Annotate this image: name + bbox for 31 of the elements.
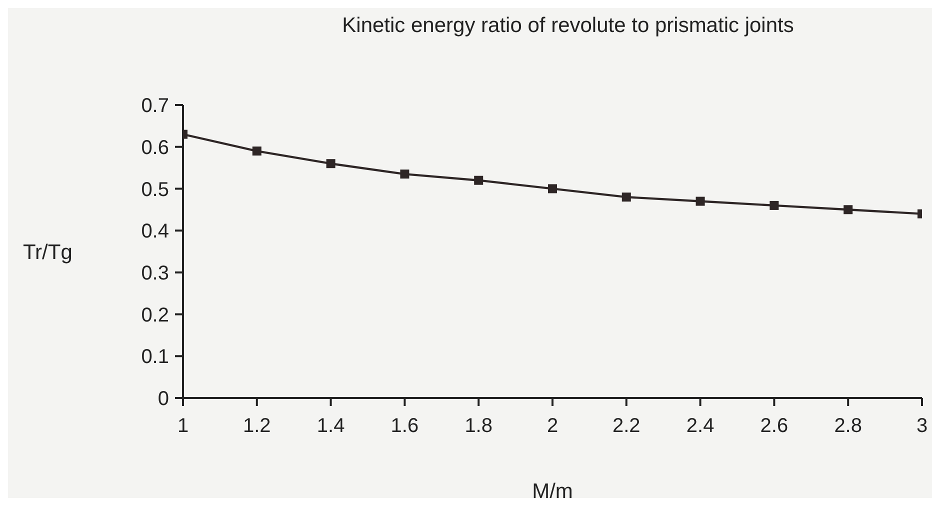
point	[474, 176, 484, 185]
point	[770, 200, 779, 210]
y-tick-label: 0.3	[141, 262, 169, 285]
y-tick-label: 0.1	[141, 346, 169, 368]
point	[548, 184, 557, 194]
y-tick-label: 0.6	[141, 136, 169, 159]
chart-title: Kinetic energy ratio of revolute to prismatic joints	[341, 14, 795, 38]
point	[326, 159, 336, 168]
x-tick-label: 2.2	[612, 415, 640, 438]
x-tick-label: 2.4	[686, 415, 714, 438]
point	[252, 146, 262, 156]
point	[622, 192, 631, 202]
x-tick-label: 2.8	[834, 415, 862, 438]
y-axis-title: Tr/Tg	[23, 240, 72, 264]
x-axis-title: M/m	[532, 480, 573, 503]
x-tick-label: 1.8	[464, 415, 493, 438]
x-tick-label: 1	[177, 415, 189, 438]
y-tick-label: 0	[158, 388, 169, 410]
x-tick-label: 1.2	[242, 415, 271, 438]
x-tick-label: 1.6	[390, 415, 419, 438]
y-tick-label: 0.5	[141, 178, 169, 201]
point	[400, 170, 410, 179]
x-tick-label: 1.4	[316, 415, 345, 438]
x-tick-label: 2.6	[760, 415, 788, 438]
y-tick-label: 0.2	[141, 304, 169, 326]
x-tick-label: 2	[546, 415, 558, 438]
point	[844, 205, 853, 214]
y-tick-label: 0.7	[141, 95, 169, 118]
x-tick-label: 3	[916, 415, 928, 438]
point	[696, 196, 705, 206]
y-tick-label: 0.4	[141, 220, 169, 243]
